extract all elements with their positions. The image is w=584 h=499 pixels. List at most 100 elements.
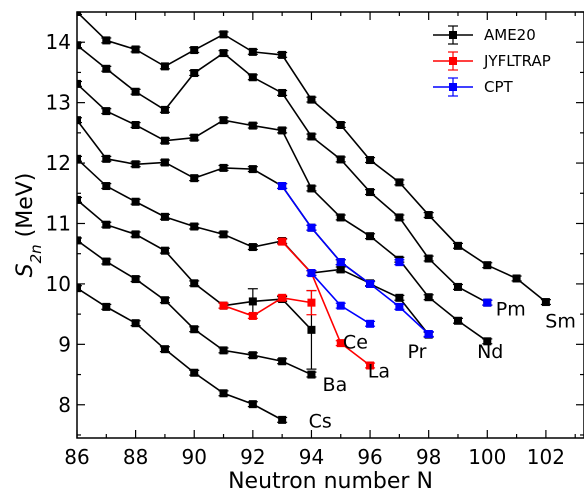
data-point: [395, 302, 404, 311]
series-line: [281, 185, 430, 335]
legend-label: AME20: [484, 26, 536, 44]
data-point: [278, 237, 287, 246]
legend-entry-cpt: CPT: [433, 77, 514, 97]
y-tick-label: 13: [46, 91, 71, 115]
data-point: [248, 73, 257, 82]
x-tick-label: 88: [123, 445, 148, 469]
data-point: [453, 241, 462, 250]
data-point: [102, 154, 111, 163]
data-point: [541, 298, 550, 307]
data-point: [131, 160, 140, 169]
legend-marker: [449, 83, 457, 91]
data-point: [366, 188, 375, 197]
data-point: [424, 330, 433, 339]
data-point: [307, 298, 316, 307]
data-point: [248, 243, 257, 252]
data-point: [190, 222, 199, 231]
data-point: [219, 389, 228, 398]
data-point: [366, 232, 375, 241]
data-point: [160, 212, 169, 221]
data-point: [307, 184, 316, 193]
data-point: [160, 158, 169, 167]
data-point: [77, 41, 81, 50]
data-point: [131, 230, 140, 239]
data-point: [160, 345, 169, 354]
data-point: [190, 279, 199, 288]
series-line: [281, 241, 371, 367]
data-point: [424, 211, 433, 220]
data-point: [366, 156, 375, 165]
x-tick-label: 92: [240, 445, 265, 469]
y-axis-label: S2n (MeV): [13, 173, 45, 278]
series-line: [77, 12, 547, 303]
data-point: [160, 105, 169, 114]
data-point: [278, 357, 287, 366]
data-point: [336, 258, 345, 267]
series-cpt-sm: [482, 298, 493, 307]
data-point: [248, 400, 257, 409]
element-label-nd: Nd: [477, 341, 503, 363]
data-point: [336, 265, 345, 274]
data-point: [307, 325, 316, 334]
series-line: [77, 44, 488, 304]
data-point: [131, 120, 140, 129]
axes-layer: 86 88 90 92 94 96 98 100 102 8 9 10 11 12 13 14 Neutron …: [13, 11, 584, 494]
legend-entry-jyfltrap: JYFLTRAP: [433, 51, 551, 71]
data-point: [190, 174, 199, 183]
data-point: [102, 220, 111, 229]
series-cpt-pm: [394, 258, 405, 267]
data-point: [248, 165, 257, 174]
data-point: [336, 339, 345, 348]
series-layer: [77, 12, 551, 424]
data-point: [131, 45, 140, 54]
data-point: [190, 368, 199, 377]
x-tick-label: 94: [299, 445, 324, 469]
data-point: [219, 230, 228, 239]
y-tick-label: 14: [46, 30, 71, 54]
data-point: [248, 297, 257, 306]
data-point: [366, 361, 375, 370]
data-point: [278, 50, 287, 59]
data-point: [77, 79, 81, 88]
element-label-cs: Cs: [309, 411, 332, 433]
data-point: [190, 69, 199, 78]
data-point: [307, 370, 316, 379]
x-tick-label: 96: [357, 445, 382, 469]
data-point: [102, 36, 111, 45]
data-point: [219, 163, 228, 172]
series-ame20-nd: [77, 79, 493, 346]
data-point: [278, 415, 287, 424]
data-point: [131, 197, 140, 206]
data-point: [77, 284, 81, 293]
data-point: [248, 121, 257, 130]
data-point: [336, 120, 345, 129]
y-tick-label: 8: [58, 393, 71, 417]
data-point: [77, 116, 81, 125]
data-point: [190, 325, 199, 334]
data-point: [131, 87, 140, 96]
data-point: [483, 261, 492, 270]
data-point: [483, 298, 492, 307]
data-point: [102, 257, 111, 266]
x-tick-label: 98: [416, 445, 441, 469]
series-ame20-la: [77, 195, 317, 370]
x-tick-label: 100: [468, 445, 506, 469]
data-point: [102, 302, 111, 311]
data-point: [131, 275, 140, 284]
element-label-pr: Pr: [407, 341, 426, 363]
plot-frame: [76, 11, 584, 439]
data-point: [424, 293, 433, 302]
data-point: [248, 351, 257, 360]
series-cpt-nd: [423, 330, 434, 339]
legend-label: CPT: [484, 78, 514, 96]
legend: AME20 JYFLTRAP CPT: [433, 25, 551, 97]
data-point: [248, 47, 257, 56]
data-point: [453, 316, 462, 325]
element-label-sm: Sm: [545, 310, 576, 332]
data-point: [278, 126, 287, 135]
data-point: [307, 132, 316, 141]
data-point: [278, 293, 287, 302]
